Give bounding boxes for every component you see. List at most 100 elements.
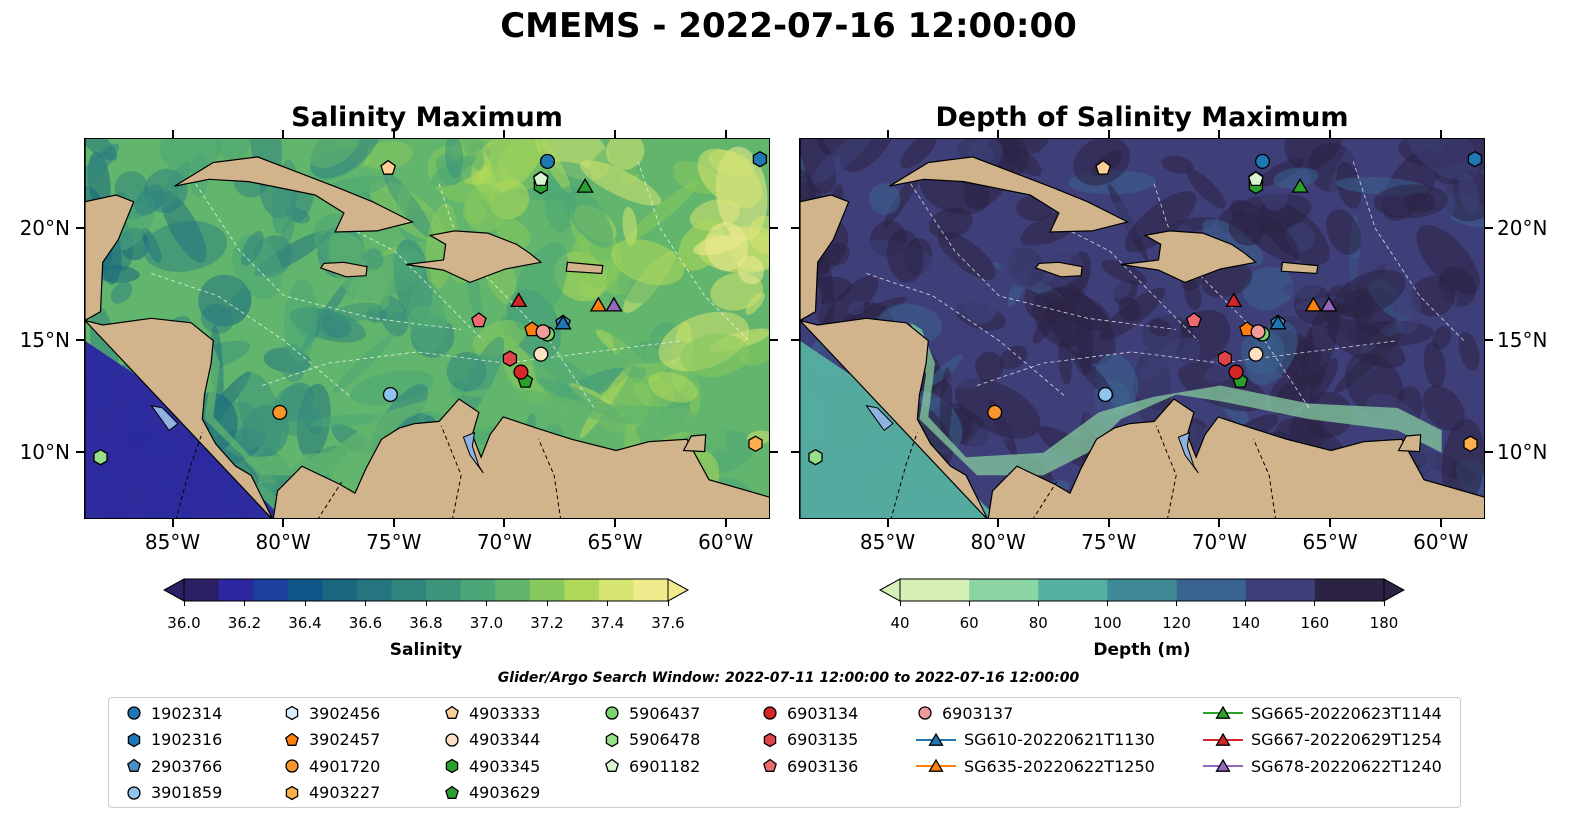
figure-title: CMEMS - 2022-07-16 12:00:00 bbox=[500, 6, 1077, 46]
legend-label: 4901720 bbox=[309, 756, 381, 776]
legend-item: 1902316 bbox=[123, 729, 222, 751]
colorbar-segment bbox=[1314, 579, 1385, 601]
colorbar-segment bbox=[287, 579, 323, 601]
colorbar-tick-label: 140 bbox=[1231, 614, 1261, 632]
colorbar-tick-mark bbox=[1176, 601, 1178, 606]
colorbar-segment bbox=[426, 579, 462, 601]
legend-marker-4903333 bbox=[445, 705, 459, 719]
colorbar-tick-label: 120 bbox=[1162, 614, 1191, 632]
colorbar-segment bbox=[460, 579, 496, 601]
colorbar-segment bbox=[253, 579, 289, 601]
x-tick-mark bbox=[614, 130, 617, 138]
x-tick-label: 85°W bbox=[144, 530, 201, 554]
y-tick-label: 15°N bbox=[1497, 327, 1548, 352]
legend-marker-SG678-20220622T1240 bbox=[1215, 758, 1231, 772]
x-tick-mark bbox=[1107, 519, 1110, 527]
legend-marker bbox=[445, 758, 459, 774]
map-marker-6903134 bbox=[1228, 364, 1244, 380]
colorbar-tick-mark bbox=[244, 601, 245, 606]
map-marker-4903333 bbox=[380, 159, 397, 175]
colorbar-segment bbox=[564, 579, 600, 601]
x-tick-mark bbox=[392, 130, 395, 138]
legend-marker bbox=[127, 758, 141, 772]
map-marker-1902316 bbox=[752, 150, 768, 168]
legend-marker-6903134 bbox=[763, 706, 777, 720]
colorbar-tick-mark bbox=[968, 601, 970, 606]
x-tick-mark bbox=[1439, 519, 1442, 527]
map-marker-4901720 bbox=[987, 404, 1003, 420]
legend-item: SG665-20220623T1144 bbox=[1201, 702, 1442, 724]
colorbar-segment bbox=[184, 579, 220, 601]
legend-label: SG610-20220621T1130 bbox=[964, 730, 1155, 749]
legend-label: 1902316 bbox=[151, 730, 223, 749]
map-marker-4903227 bbox=[748, 435, 763, 453]
legend-item: 4903227 bbox=[281, 782, 380, 804]
x-tick-label: 70°W bbox=[476, 530, 533, 554]
legend-item: SG635-20220622T1250 bbox=[914, 755, 1155, 777]
salinity-colorbar bbox=[162, 578, 690, 602]
x-tick-mark bbox=[171, 130, 174, 138]
y-tick-mark bbox=[791, 226, 799, 229]
legend-marker-6903135 bbox=[763, 732, 777, 747]
depth-colorbar-label: Depth (m) bbox=[1093, 640, 1191, 660]
colorbar-tick-label: 60 bbox=[959, 614, 979, 632]
x-tick-label: 80°W bbox=[255, 530, 311, 554]
legend-marker bbox=[1203, 732, 1243, 746]
map-marker-6903136 bbox=[471, 312, 487, 328]
legend-marker-1902316 bbox=[127, 732, 141, 747]
map-marker-SG610-20220621T1130 bbox=[1269, 314, 1287, 330]
colorbar-segment bbox=[529, 579, 565, 601]
platform-legend: 1902314 1902316 2903766 3901859 3902456 39024… bbox=[108, 697, 1461, 808]
colorbar-segment bbox=[1176, 579, 1247, 601]
legend-label: 1902314 bbox=[151, 703, 223, 723]
platform-markers bbox=[808, 150, 1483, 466]
colorbar-tick-label: 36.4 bbox=[288, 614, 322, 632]
map-marker-4903227 bbox=[1463, 435, 1478, 453]
x-tick-mark bbox=[1218, 519, 1221, 527]
map-marker-SG667-20220629T1254 bbox=[510, 292, 528, 308]
map-marker-SG678-20220622T1240 bbox=[1320, 296, 1338, 312]
y-tick-mark bbox=[1485, 450, 1493, 453]
legend-item: 4901720 bbox=[281, 755, 380, 777]
legend-marker-SG667-20220629T1254 bbox=[1215, 732, 1231, 746]
colorbar-tick-label: 40 bbox=[890, 614, 910, 632]
x-tick-mark bbox=[282, 130, 285, 138]
legend-marker bbox=[445, 785, 459, 799]
x-tick-mark bbox=[282, 519, 285, 527]
legend-marker-5906478 bbox=[605, 732, 619, 747]
legend-label: 6903134 bbox=[787, 703, 859, 723]
legend-item: 5906478 bbox=[601, 729, 700, 751]
legend-marker-4903344 bbox=[445, 732, 459, 747]
colorbar-segment bbox=[1038, 579, 1108, 601]
legend-marker-4903345 bbox=[445, 758, 459, 774]
depth-map bbox=[799, 138, 1485, 519]
legend-label: SG665-20220623T1144 bbox=[1251, 703, 1442, 723]
y-tick-mark bbox=[770, 338, 778, 341]
map-marker-SG665-20220623T1144 bbox=[1291, 177, 1309, 193]
eez-lines bbox=[866, 161, 1465, 409]
legend-marker bbox=[285, 705, 299, 721]
x-tick-label: 65°W bbox=[587, 530, 643, 554]
colorbar-tick-mark bbox=[899, 601, 901, 606]
left-panel-title: Salinity Maximum bbox=[291, 102, 563, 133]
legend-marker-2903766 bbox=[127, 758, 141, 772]
legend-item: 4903344 bbox=[441, 729, 540, 751]
land bbox=[85, 139, 769, 518]
legend-marker-SG610-20220621T1130 bbox=[928, 732, 944, 746]
y-tick-mark bbox=[770, 226, 778, 229]
colorbar-tick-mark bbox=[546, 601, 548, 606]
x-tick-label: 70°W bbox=[1191, 530, 1248, 554]
x-tick-mark bbox=[503, 130, 506, 138]
legend-marker bbox=[916, 758, 956, 772]
x-tick-label: 75°W bbox=[1081, 530, 1137, 554]
legend-label: 6903137 bbox=[942, 703, 1014, 723]
y-tick-mark bbox=[1485, 226, 1493, 229]
y-tick-mark bbox=[76, 226, 84, 229]
map-marker-4903333 bbox=[1095, 159, 1112, 175]
legend-label: 5906437 bbox=[629, 703, 701, 723]
y-tick-label: 15°N bbox=[19, 327, 70, 352]
x-tick-mark bbox=[614, 519, 617, 527]
colorbar-tick-mark bbox=[1106, 601, 1108, 606]
colorbar-segment bbox=[1245, 579, 1316, 601]
colorbar-extend-max bbox=[1383, 578, 1406, 602]
